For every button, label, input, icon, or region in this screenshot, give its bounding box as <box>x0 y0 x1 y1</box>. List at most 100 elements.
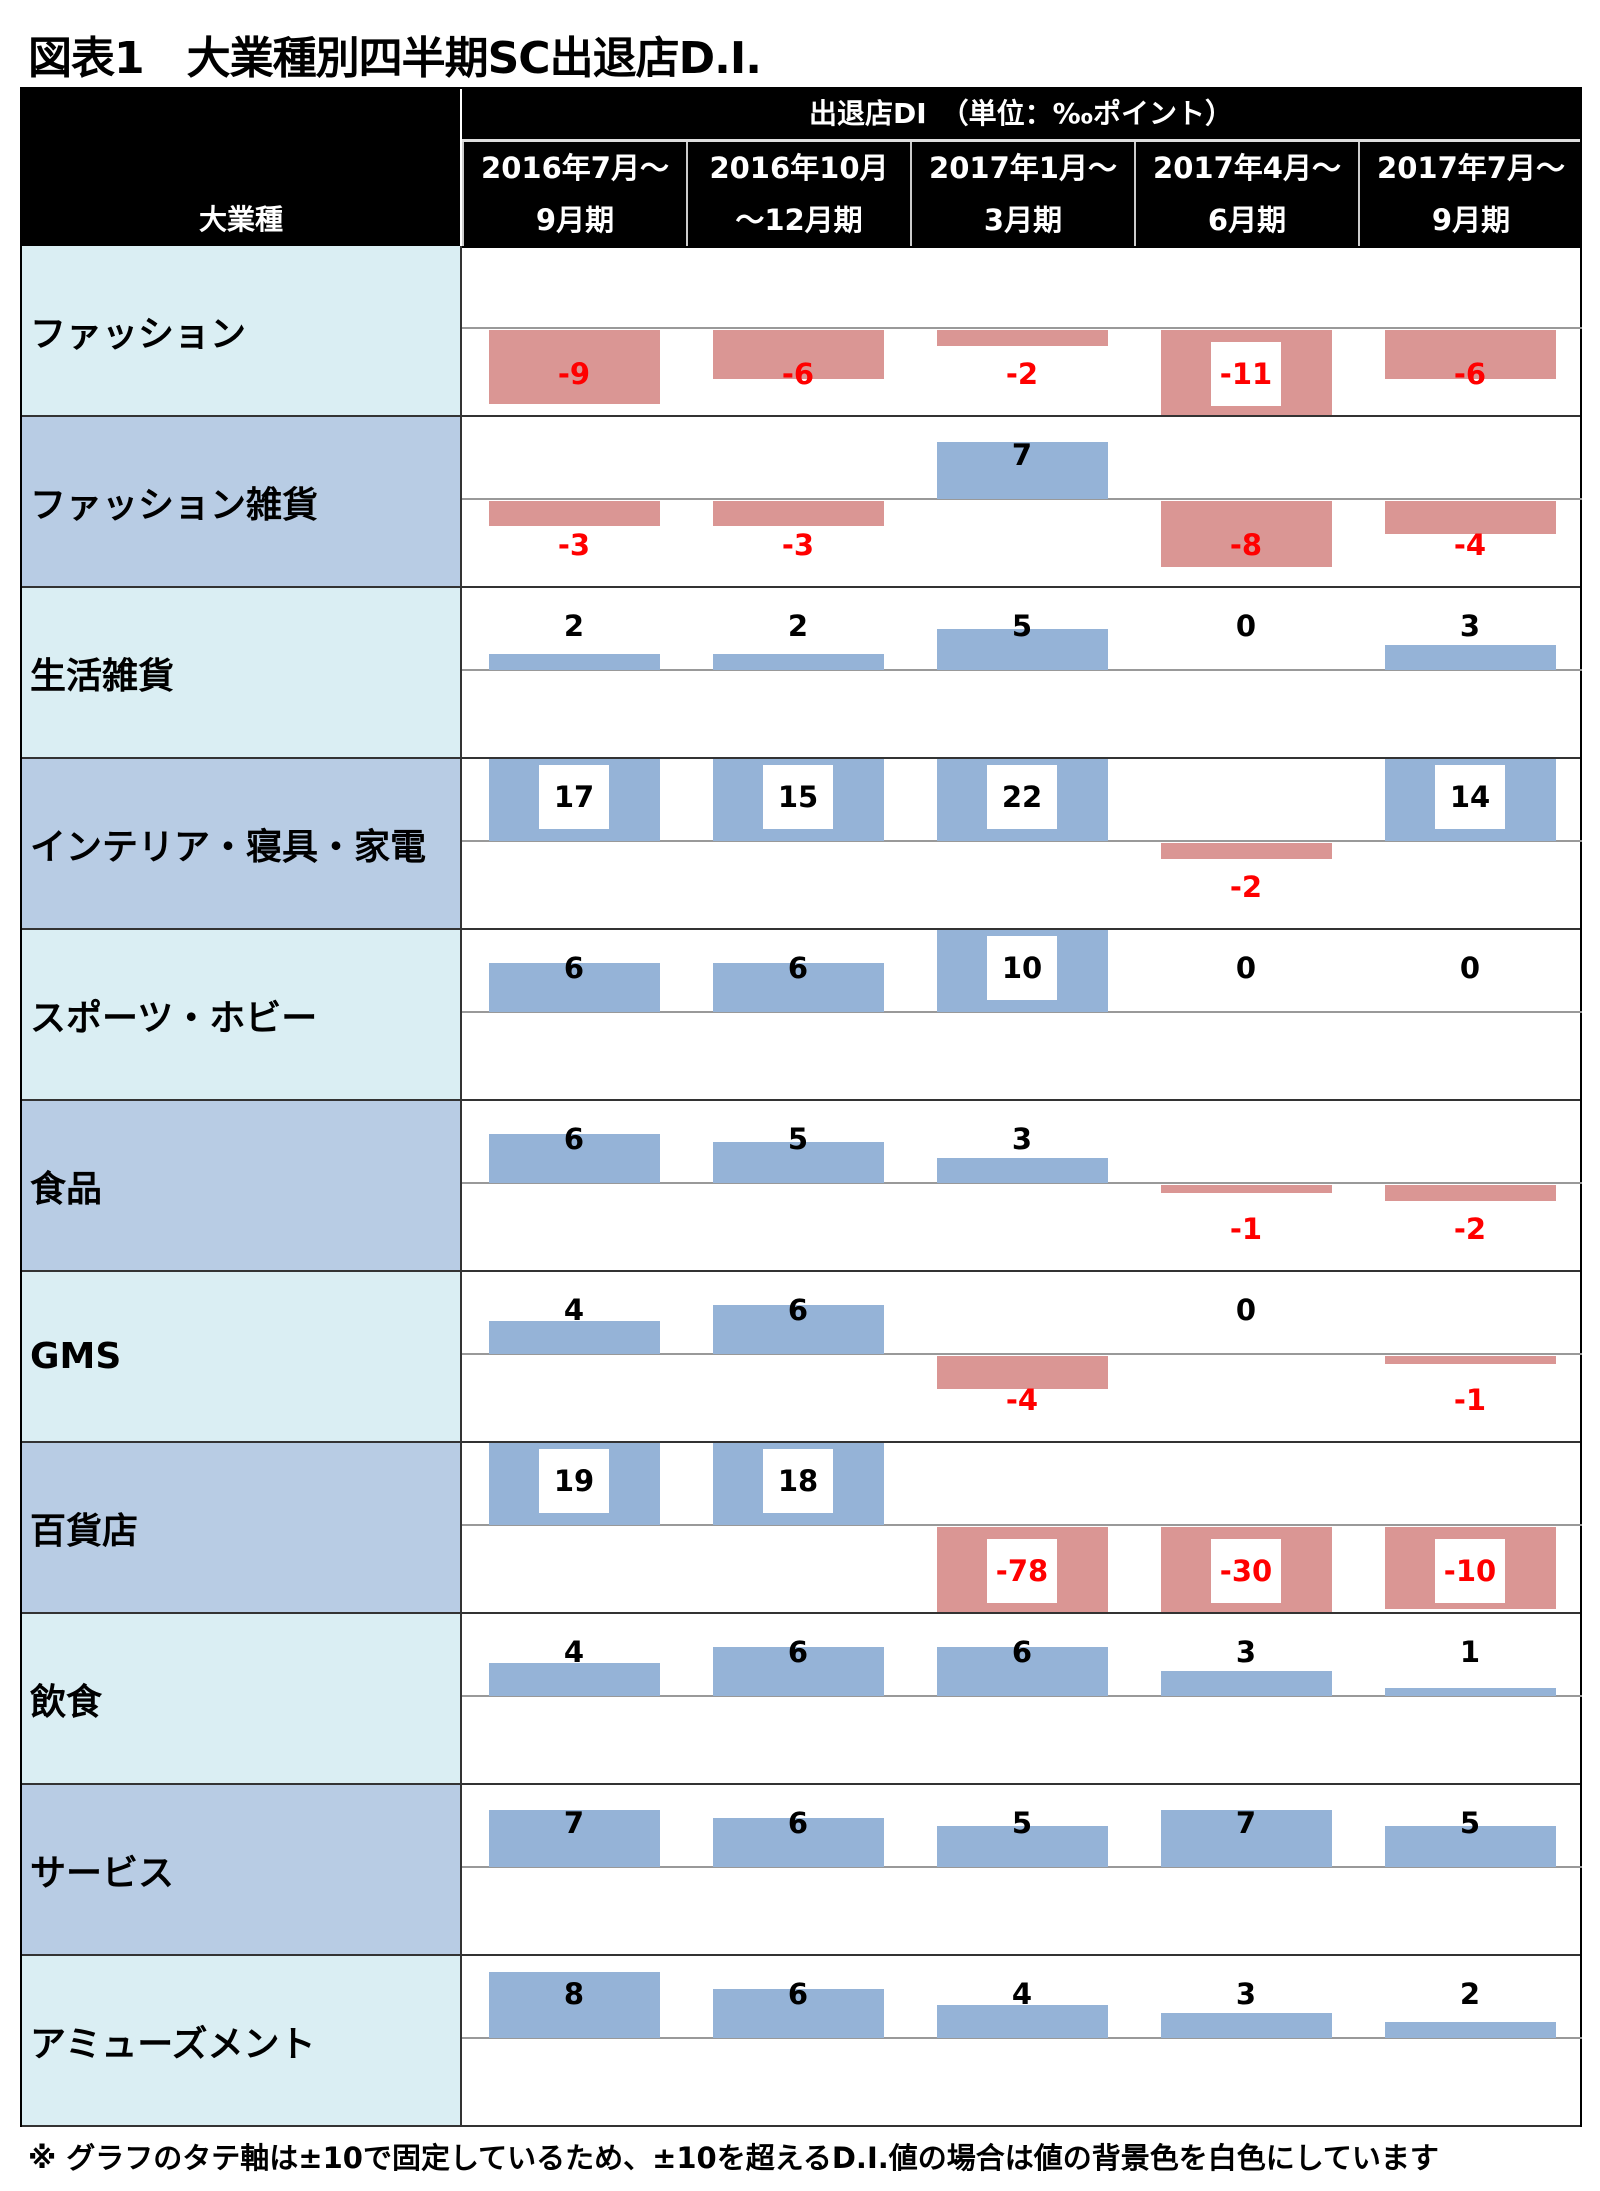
bar-cell: 8 <box>462 1956 686 2125</box>
bar-cell: 3 <box>910 1101 1134 1270</box>
positive-bar <box>488 962 660 1012</box>
period-label-line1: 2017年7月～ <box>1377 151 1565 185</box>
data-label: 5 <box>1011 1806 1033 1840</box>
positive-bar <box>936 2005 1108 2038</box>
bar-cell: 6 <box>462 1101 686 1270</box>
positive-bar <box>488 1321 660 1354</box>
di-table: 大業種 出退店DI （単位：‰ポイント） 2016年7月～ 9月期 2016年10月… <box>20 87 1582 2127</box>
positive-bar <box>712 1817 884 1867</box>
zero-axis <box>462 669 686 671</box>
period-label-line2: 9月期 <box>1431 203 1511 237</box>
data-label: -3 <box>781 528 815 562</box>
data-label: -11 <box>1211 342 1281 406</box>
bar-cell: 7 <box>910 417 1134 586</box>
data-label: -2 <box>1005 357 1039 391</box>
zero-axis <box>1134 1695 1358 1697</box>
zero-axis <box>1134 1524 1358 1526</box>
zero-axis <box>686 498 910 500</box>
bar-cell: 5 <box>910 1785 1134 1954</box>
zero-axis <box>1358 1695 1582 1697</box>
positive-bar <box>488 1809 660 1867</box>
data-label: 7 <box>1011 438 1033 472</box>
industry-label: 生活雑貨 <box>22 588 462 757</box>
negative-bar <box>936 1356 1108 1389</box>
positive-bar <box>488 1663 660 1696</box>
data-label: -6 <box>781 357 815 391</box>
bar-cell: 22 <box>910 759 1134 928</box>
data-label: -4 <box>1005 1383 1039 1417</box>
zero-axis <box>910 669 1134 671</box>
data-label: -30 <box>1211 1539 1281 1603</box>
zero-axis <box>1134 1353 1358 1355</box>
data-label: 3 <box>1011 1122 1033 1156</box>
data-label: 1 <box>1459 1635 1481 1669</box>
positive-bar <box>712 1142 884 1183</box>
industry-row: 生活雑貨 2 2 5 0 3 <box>22 588 1582 759</box>
bar-cell: -6 <box>1358 246 1582 415</box>
zero-axis <box>462 1695 686 1697</box>
industry-row: アミューズメント 8 6 4 3 2 <box>22 1956 1582 2127</box>
bar-cell: 6 <box>686 1614 910 1783</box>
period-label-line2: ～12月期 <box>735 203 863 237</box>
bar-cell: 2 <box>686 588 910 757</box>
data-label: 5 <box>1011 609 1033 643</box>
bar-cell: 18 <box>686 1443 910 1612</box>
industry-label: アミューズメント <box>22 1956 462 2125</box>
industry-row: ファッション雑貨 -3 -3 7 -8 -4 <box>22 417 1582 588</box>
data-label: 14 <box>1435 765 1505 829</box>
industry-row: ファッション -9 -6 -2 -11 -6 <box>22 246 1582 417</box>
unit-header: 出退店DI （単位：‰ポイント） <box>462 89 1580 142</box>
industry-row: GMS 4 6 -4 0 -1 <box>22 1272 1582 1443</box>
zero-axis <box>1134 498 1358 500</box>
data-label: -2 <box>1453 1212 1487 1246</box>
bar-cell: 5 <box>1358 1785 1582 1954</box>
bar-cell: 15 <box>686 759 910 928</box>
data-label: 2 <box>787 609 809 643</box>
bar-cell: 5 <box>910 588 1134 757</box>
data-label: 6 <box>563 1122 585 1156</box>
zero-axis <box>1134 1182 1358 1184</box>
bar-cell: 1 <box>1358 1614 1582 1783</box>
zero-axis <box>1358 498 1582 500</box>
zero-axis <box>910 1353 1134 1355</box>
data-label: 2 <box>563 609 585 643</box>
zero-axis <box>686 1866 910 1868</box>
negative-bar <box>1384 501 1556 534</box>
zero-axis <box>1358 2037 1582 2039</box>
bar-cell: -8 <box>1134 417 1358 586</box>
negative-bar <box>936 330 1108 347</box>
zero-axis <box>686 1011 910 1013</box>
negative-bar <box>1384 1356 1556 1365</box>
data-label: 5 <box>1459 1806 1481 1840</box>
data-label: 3 <box>1235 1977 1257 2011</box>
positive-bar <box>488 1972 660 2038</box>
zero-axis <box>1134 327 1358 329</box>
positive-bar <box>488 1133 660 1183</box>
data-label: 10 <box>987 936 1057 1000</box>
bar-cell: 3 <box>1358 588 1582 757</box>
zero-axis <box>462 1866 686 1868</box>
data-label: 17 <box>539 765 609 829</box>
data-label: 6 <box>787 1635 809 1669</box>
zero-axis <box>462 1524 686 1526</box>
negative-bar <box>488 501 660 526</box>
period-label-line1: 2016年7月～ <box>481 151 669 185</box>
industry-label: インテリア・寝具・家電 <box>22 759 462 928</box>
data-label: 19 <box>539 1449 609 1513</box>
negative-bar <box>1160 1185 1332 1194</box>
negative-bar <box>1384 1185 1556 1202</box>
positive-bar <box>712 1988 884 2038</box>
industry-label: GMS <box>22 1272 462 1441</box>
positive-bar <box>712 962 884 1012</box>
data-label: 8 <box>563 1977 585 2011</box>
negative-bar <box>1384 330 1556 380</box>
zero-axis <box>910 1011 1134 1013</box>
data-label: -9 <box>557 357 591 391</box>
positive-bar <box>936 441 1108 499</box>
bar-cell: 4 <box>910 1956 1134 2125</box>
bar-cell: 2 <box>1358 1956 1582 2125</box>
zero-axis <box>686 669 910 671</box>
data-label: 0 <box>1235 951 1257 985</box>
zero-axis <box>462 498 686 500</box>
page-title: 図表1 大業種別四半期SC出退店D.I. <box>28 33 762 84</box>
